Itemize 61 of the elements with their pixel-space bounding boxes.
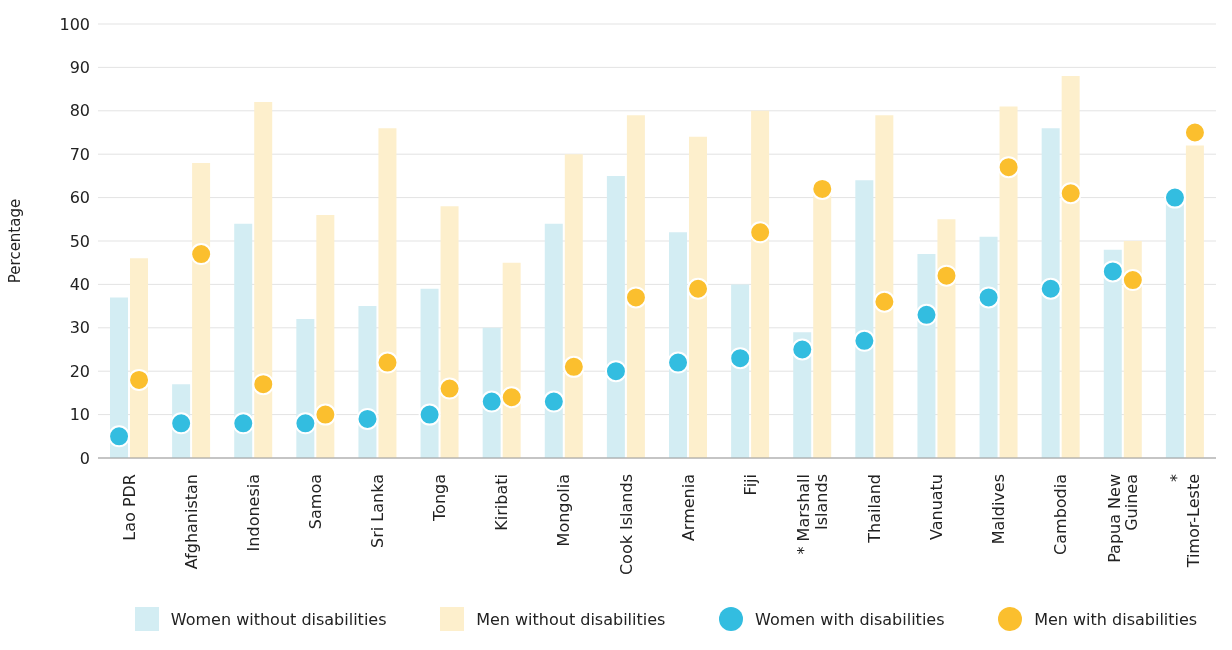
bar [1185,145,1204,458]
bar [751,110,770,458]
y-tick-label: 100 [59,14,90,34]
y-tick-label: 50 [69,231,90,251]
bar [1123,241,1142,458]
bar [440,206,459,458]
x-tick-label: * Timor-Leste [1166,474,1204,569]
x-tick-label: Vanuatu [927,474,947,541]
bar [999,106,1018,458]
y-tick-label: 30 [69,318,90,338]
y-tick-label: 90 [69,58,90,78]
y-tick-label: 60 [69,188,90,208]
legend-label: Women with disabilities [755,609,945,629]
bar [917,254,936,458]
x-tick-label: Sri Lanka [368,474,388,548]
legend-label: Men without disabilities [476,609,666,629]
legend-label: Men with disabilities [1034,609,1198,629]
bar [1041,128,1060,458]
y-tick-label: 70 [69,144,90,164]
bar [1061,76,1080,458]
x-tick-label: Mongolia [554,474,574,547]
y-tick-label: 20 [69,361,90,381]
bar [544,223,563,458]
bar [564,154,583,458]
bar [378,128,397,458]
bar [689,136,707,458]
y-tick-label: 10 [69,405,90,425]
bar [1165,201,1184,458]
y-tick-label: 40 [69,275,90,295]
x-tick-label: Papua New Guinea [1104,474,1142,563]
x-tick-label: Armenia [678,474,698,542]
bar [130,258,148,458]
legend-label: Women without disabilities [170,609,387,629]
x-tick-label: Cook Islands [616,474,636,576]
x-tick-label: Maldives [989,474,1009,545]
x-tick-label: Samoa [305,474,325,530]
x-tick-label: Indonesia [243,474,263,552]
y-tick-label: 80 [69,101,90,121]
bar [875,115,894,458]
bar [813,193,832,458]
bar [192,162,211,458]
bar [626,115,645,458]
x-tick-label: Kiribati [492,474,512,531]
x-tick-label: Afghanistan [181,474,201,570]
x-tick-label: Lao PDR [119,474,139,541]
bar [855,180,874,458]
bar [254,102,273,458]
x-tick-label: Thailand [864,474,884,544]
bar [979,236,998,458]
bar [1103,249,1122,458]
bar [606,175,625,458]
x-tick-label: Fiji [740,474,760,496]
bar [937,219,956,458]
bar [669,232,687,458]
bar [234,223,253,458]
x-tick-label: Tonga [430,474,450,522]
x-tick-label: * Marshall Islands [794,474,831,555]
x-tick-label: Cambodia [1051,474,1071,555]
y-tick-label: 0 [79,448,90,468]
y-axis-title: Percentage [6,198,25,284]
bar [316,214,335,458]
